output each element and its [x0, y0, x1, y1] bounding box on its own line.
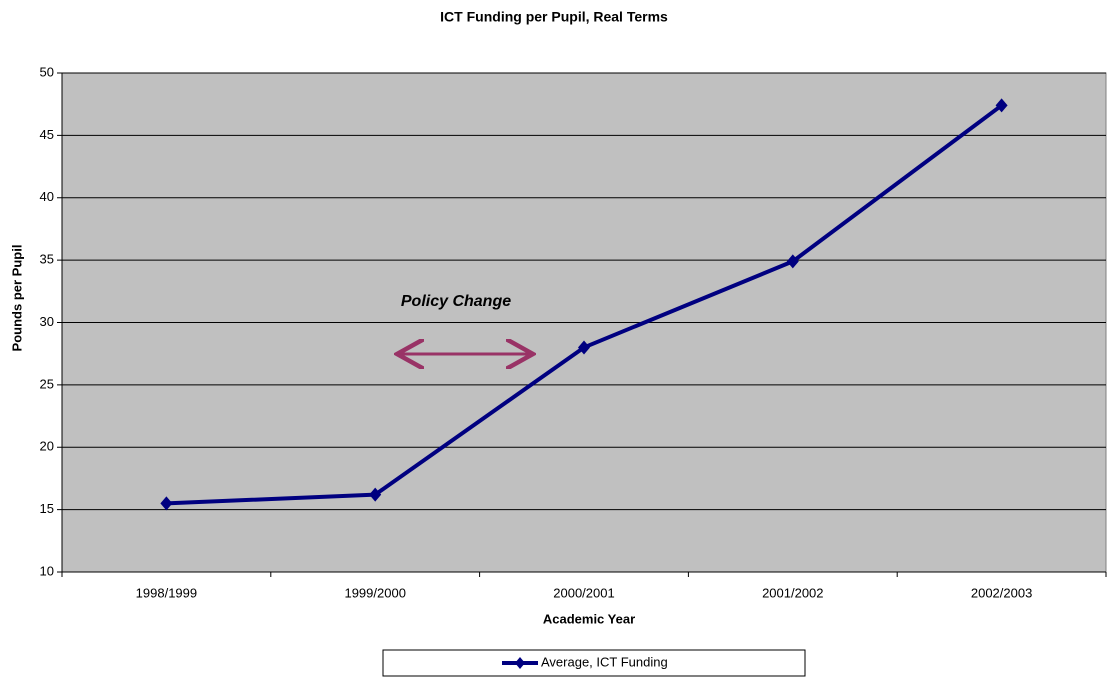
x-axis-title: Academic Year [543, 611, 635, 626]
x-tick-label: 2000/2001 [553, 585, 614, 600]
y-tick-label: 50 [40, 64, 54, 79]
x-tick-label: 2001/2002 [762, 585, 823, 600]
y-tick-label: 30 [40, 314, 54, 329]
marker [160, 496, 173, 511]
y-tick-label: 40 [40, 189, 54, 204]
chart-title: ICT Funding per Pupil, Real Terms [440, 9, 668, 25]
marker [995, 98, 1008, 113]
annotation: Policy Change [401, 293, 511, 310]
x-tick-label: 2002/2003 [971, 585, 1032, 600]
x-tick-label: 1999/2000 [344, 585, 405, 600]
x-tick-label: 1998/1999 [136, 585, 197, 600]
y-tick-label: 45 [40, 127, 54, 142]
legend [382, 649, 806, 677]
marker [578, 340, 590, 355]
y-axis-title: Pounds per Pupil [9, 245, 24, 352]
y-tick-label: 20 [40, 439, 54, 454]
marker [786, 254, 799, 269]
y-tick-label: 25 [40, 376, 54, 391]
legend-marker [515, 657, 525, 669]
legend-label: Average, ICT Funding [541, 654, 668, 669]
marker [369, 487, 382, 502]
y-tick-label: 35 [40, 252, 54, 267]
y-tick-label: 10 [40, 563, 54, 578]
y-tick-label: 15 [40, 501, 54, 516]
